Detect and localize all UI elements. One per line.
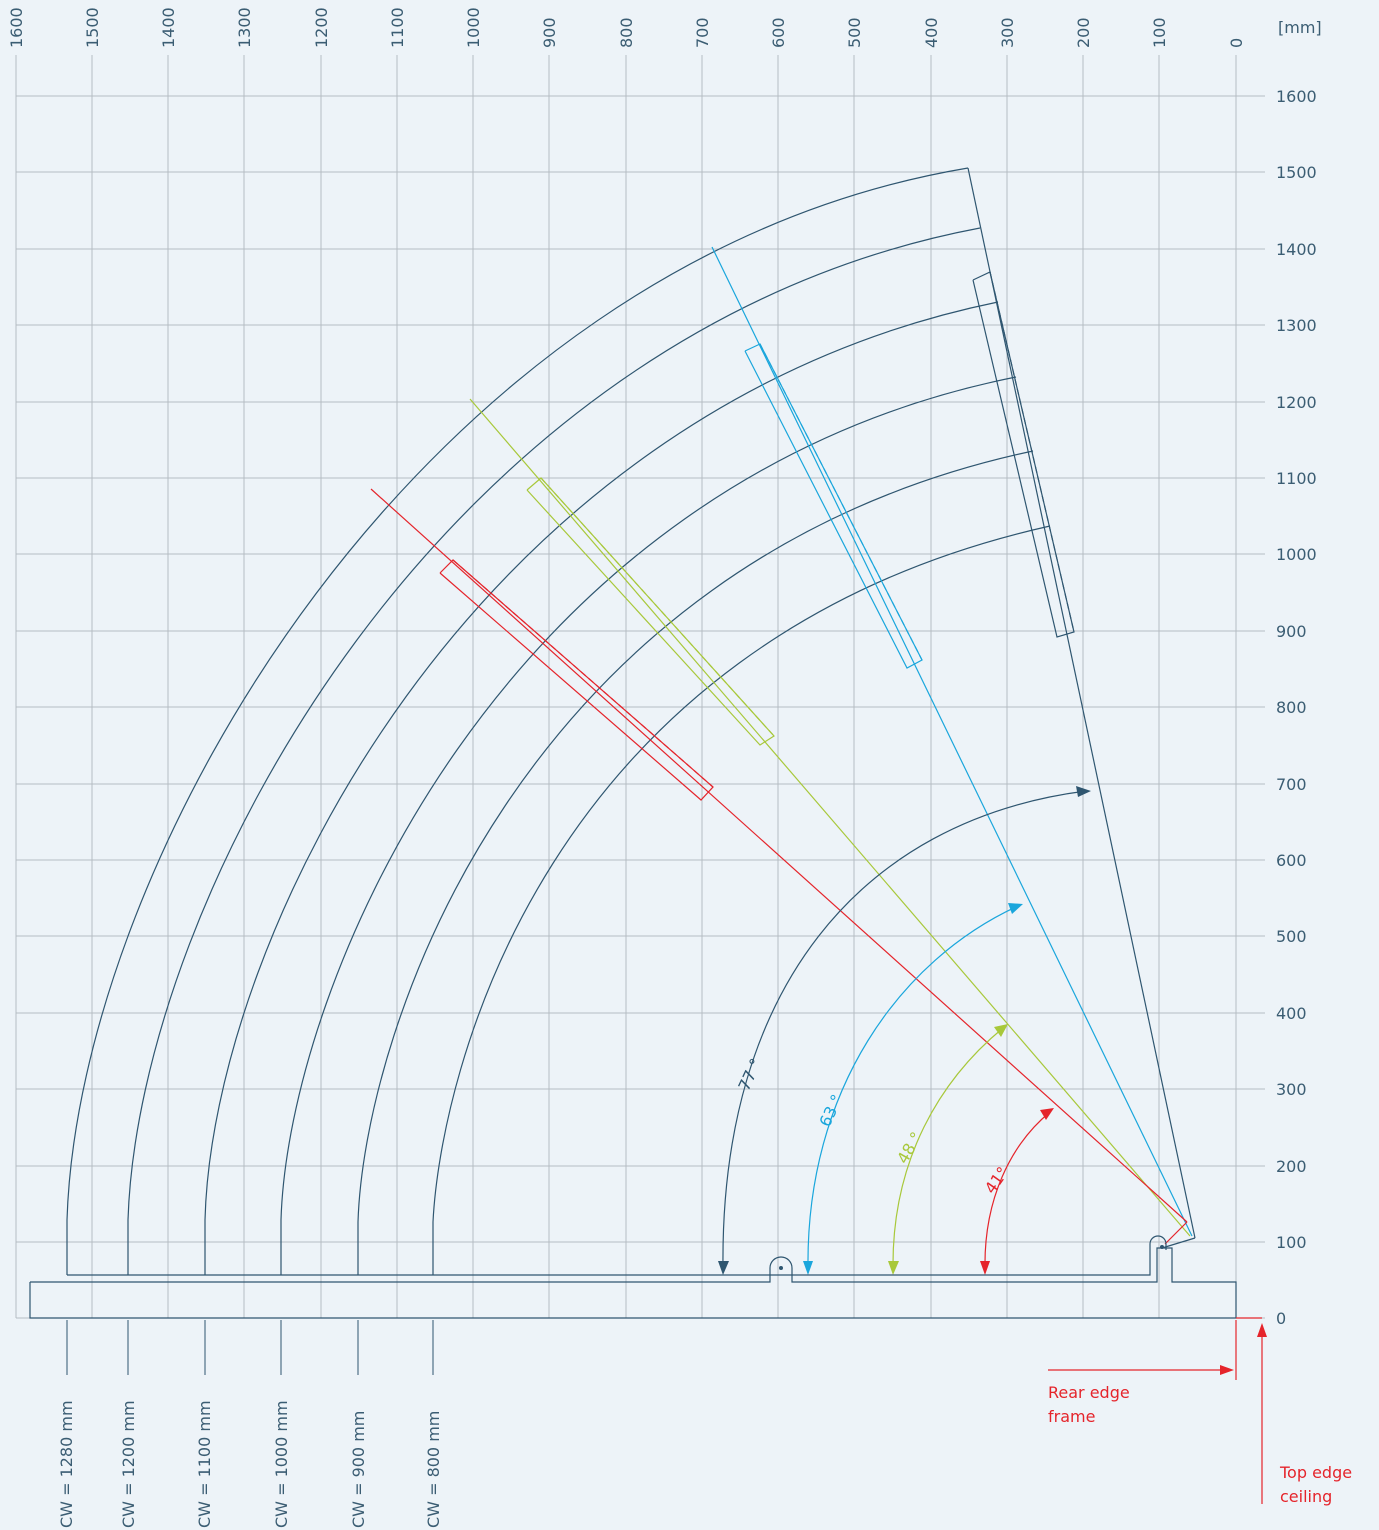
- hinge-pivot: [1149, 1235, 1167, 1250]
- top-edge-label-line2: ceiling: [1280, 1487, 1332, 1506]
- door-edge-63: [711, 246, 1193, 1237]
- y-tick-label: 700: [1276, 775, 1307, 794]
- reference-arrows: [1048, 1317, 1267, 1504]
- arrowhead: [1040, 1108, 1054, 1120]
- cw-label: CW = 1200 mm: [119, 1400, 138, 1528]
- cw-label: CW = 1100 mm: [195, 1400, 214, 1528]
- arrowhead: [718, 1261, 729, 1275]
- x-tick-label: 1600: [7, 7, 26, 48]
- door-panel-77: [972, 271, 1075, 638]
- frame-outline: [29, 1247, 1237, 1319]
- x-tick-label: 1200: [312, 7, 331, 48]
- x-tick-label: 1100: [388, 7, 407, 48]
- x-tick-label: 300: [998, 17, 1017, 48]
- x-tick-label: 400: [922, 17, 941, 48]
- x-axis-tick-labels: 1600 1500 1400 1300 1200 1100 1000 900 8…: [7, 7, 1322, 48]
- arrowhead: [888, 1261, 899, 1275]
- y-tick-label: 800: [1276, 698, 1307, 717]
- x-tick-label: 1400: [159, 7, 178, 48]
- door-panel-41: [439, 559, 714, 801]
- arrowhead: [1008, 903, 1023, 914]
- y-tick-label: 1500: [1276, 163, 1317, 182]
- x-tick-label: 1500: [83, 7, 102, 48]
- x-tick-label: 1300: [235, 7, 254, 48]
- y-tick-label: 1300: [1276, 316, 1317, 335]
- y-tick-label: 0: [1276, 1309, 1286, 1328]
- y-tick-label: 300: [1276, 1080, 1307, 1099]
- y-tick-label: 200: [1276, 1157, 1307, 1176]
- cw-label: CW = 800 mm: [424, 1411, 443, 1528]
- cw-label: CW = 1000 mm: [272, 1400, 291, 1528]
- center-pivot: [769, 1256, 793, 1275]
- swing-arcs: [66, 167, 1051, 1275]
- y-tick-label: 500: [1276, 927, 1307, 946]
- rear-edge-label-line1: Rear edge: [1048, 1383, 1130, 1402]
- top-edge-label-line1: Top edge: [1279, 1463, 1352, 1482]
- angle-arc-41: [984, 1111, 1051, 1269]
- door-position-41: [370, 488, 1188, 1245]
- arrowhead: [803, 1261, 813, 1275]
- door-panel-48: [526, 477, 775, 746]
- y-tick-label: 600: [1276, 851, 1307, 870]
- angle-label-77: 77 °: [734, 1055, 765, 1093]
- door-edge-77: [967, 167, 1196, 1239]
- y-tick-label: 400: [1276, 1004, 1307, 1023]
- arrowhead: [980, 1261, 990, 1275]
- angle-label-41: 41°: [981, 1163, 1013, 1197]
- door-panel-77-dashed: [989, 271, 1075, 633]
- rail-top-right: [792, 1248, 1151, 1276]
- door-position-77: [967, 167, 1196, 1249]
- y-tick-label: 1600: [1276, 87, 1317, 106]
- x-tick-label: 1000: [464, 7, 483, 48]
- hinge-pivot-dot: [1160, 1245, 1164, 1249]
- arrowhead: [994, 1024, 1008, 1037]
- center-pivot-dot: [779, 1266, 783, 1270]
- y-tick-label: 900: [1276, 622, 1307, 641]
- swing-arc-cw-800: [432, 525, 1051, 1275]
- swing-arc-cw-1000: [280, 376, 1017, 1275]
- y-tick-label: 100: [1276, 1233, 1307, 1252]
- angle-label-48: 48 °: [893, 1129, 926, 1167]
- cw-label: CW = 900 mm: [349, 1411, 368, 1528]
- y-tick-label: 1400: [1276, 240, 1317, 259]
- arrowhead: [1076, 786, 1091, 797]
- swing-arc-cw-1100: [204, 301, 999, 1275]
- reference-labels: Rear edge frame Top edge ceiling: [1048, 1383, 1352, 1506]
- y-tick-label: 1200: [1276, 393, 1317, 412]
- cw-leader-lines: [66, 1320, 434, 1375]
- angle-arc-63: [807, 905, 1019, 1269]
- y-axis-tick-labels: 1600 1500 1400 1300 1200 1100 1000 900 8…: [1276, 87, 1317, 1328]
- x-tick-label: 700: [693, 17, 712, 48]
- x-tick-label: 200: [1074, 17, 1093, 48]
- swing-arc-cw-1200: [127, 227, 981, 1275]
- grid: [15, 55, 1265, 1319]
- y-tick-label: 1100: [1276, 469, 1317, 488]
- angle-arc-77: [722, 790, 1087, 1269]
- x-tick-label: 100: [1150, 17, 1169, 48]
- angle-label-63: 63 °: [815, 1091, 846, 1129]
- unit-label: [mm]: [1278, 18, 1322, 37]
- door-position-63: [711, 246, 1193, 1237]
- angle-arc-48: [892, 1027, 1004, 1269]
- swing-arc-cw-900: [357, 450, 1034, 1275]
- door-panel-63: [744, 343, 923, 669]
- door-edge-48: [469, 398, 1191, 1237]
- door-edge-41: [370, 488, 1188, 1223]
- rear-edge-label-line2: frame: [1048, 1407, 1095, 1426]
- x-tick-label: 600: [769, 17, 788, 48]
- angle-arcs: [718, 786, 1091, 1275]
- x-tick-label: 900: [540, 17, 559, 48]
- x-tick-label: 800: [617, 17, 636, 48]
- frame-rail: [29, 1235, 1237, 1319]
- cw-labels: CW = 1280 mm CW = 1200 mm CW = 1100 mm C…: [57, 1400, 443, 1528]
- cw-label: CW = 1280 mm: [57, 1400, 76, 1528]
- x-tick-label: 500: [845, 17, 864, 48]
- door-position-48: [469, 398, 1191, 1237]
- angle-labels: 77 ° 63 ° 48 ° 41°: [734, 1055, 1012, 1197]
- x-tick-label: 0: [1227, 38, 1246, 48]
- swing-arc-cw-1280: [66, 167, 969, 1275]
- y-tick-label: 1000: [1276, 545, 1317, 564]
